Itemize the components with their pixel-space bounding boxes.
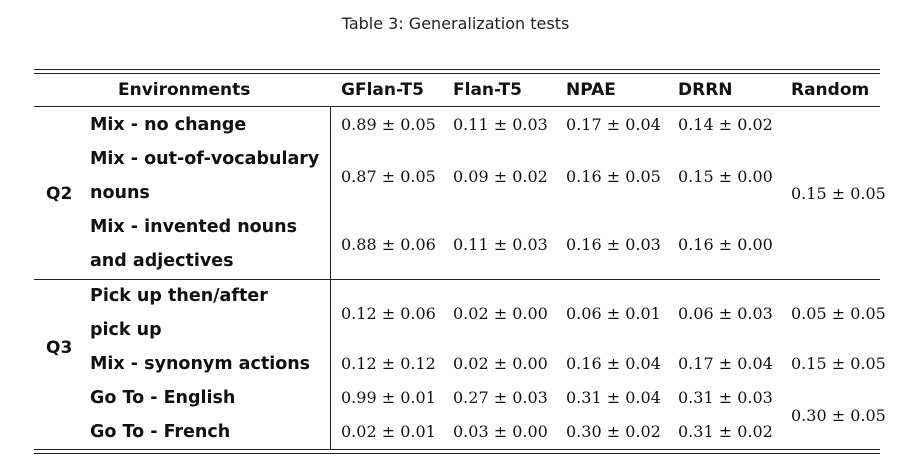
cell-drrn: 0.17 ± 0.04 — [678, 354, 773, 373]
row-env-line: and adjectives — [90, 251, 234, 271]
cell-npae: 0.30 ± 0.02 — [566, 422, 661, 441]
cell-random-goto-merged: 0.30 ± 0.05 — [791, 406, 886, 425]
row-env-line: Mix - synonym actions — [90, 354, 311, 374]
cell-npae: 0.16 ± 0.03 — [566, 235, 661, 254]
bottom-rule — [34, 449, 880, 450]
cell-flan-t5: 0.11 ± 0.03 — [453, 235, 548, 254]
cell-gflan-t5: 0.02 ± 0.01 — [341, 422, 436, 441]
cell-random: 0.15 ± 0.05 — [791, 354, 886, 373]
cell-flan-t5: 0.09 ± 0.02 — [453, 167, 548, 186]
cell-flan-t5: 0.27 ± 0.03 — [453, 388, 548, 407]
row-env-line: Go To - French — [90, 422, 231, 442]
cell-npae: 0.06 ± 0.01 — [566, 304, 661, 323]
header-npae: NPAE — [566, 80, 616, 100]
cell-npae: 0.31 ± 0.04 — [566, 388, 661, 407]
cell-random-q2-merged: 0.15 ± 0.05 — [791, 184, 886, 203]
cell-gflan-t5: 0.12 ± 0.12 — [341, 354, 436, 373]
row-env-line: Mix - invented nouns — [90, 217, 298, 237]
cell-gflan-t5: 0.87 ± 0.05 — [341, 167, 436, 186]
table-caption: Table 3: Generalization tests — [341, 14, 570, 33]
cell-gflan-t5: 0.88 ± 0.06 — [341, 235, 436, 254]
cell-flan-t5: 0.02 ± 0.00 — [453, 304, 548, 323]
row-env-line: nouns — [90, 183, 150, 203]
cell-npae: 0.16 ± 0.04 — [566, 354, 661, 373]
cell-random: 0.05 ± 0.05 — [791, 304, 886, 323]
row-env-line: Mix - no change — [90, 115, 247, 135]
top-rule — [34, 69, 880, 70]
cell-npae: 0.16 ± 0.05 — [566, 167, 661, 186]
cell-flan-t5: 0.02 ± 0.00 — [453, 354, 548, 373]
header-random: Random — [791, 80, 870, 100]
group-label-q3: Q3 — [46, 338, 73, 358]
row-env-line: pick up — [90, 320, 162, 340]
cell-drrn: 0.15 ± 0.00 — [678, 167, 773, 186]
cell-npae: 0.17 ± 0.04 — [566, 115, 661, 134]
cell-drrn: 0.14 ± 0.02 — [678, 115, 773, 134]
header-drrn: DRRN — [678, 80, 733, 100]
cell-drrn: 0.06 ± 0.03 — [678, 304, 773, 323]
header-environments: Environments — [118, 80, 251, 100]
cell-gflan-t5: 0.12 ± 0.06 — [341, 304, 436, 323]
row-env-line: Pick up then/after — [90, 286, 268, 306]
group-label-q2: Q2 — [46, 184, 73, 204]
cell-flan-t5: 0.11 ± 0.03 — [453, 115, 548, 134]
bottom-rule-inner — [34, 453, 880, 454]
header-rule — [34, 106, 880, 107]
row-env-line: Mix - out-of-vocabulary — [90, 149, 320, 169]
header-flan-t5: Flan-T5 — [453, 80, 522, 100]
cell-gflan-t5: 0.99 ± 0.01 — [341, 388, 436, 407]
row-env-line: Go To - English — [90, 388, 236, 408]
column-separator — [330, 106, 331, 450]
cell-gflan-t5: 0.89 ± 0.05 — [341, 115, 436, 134]
cell-drrn: 0.31 ± 0.02 — [678, 422, 773, 441]
group-divider — [34, 279, 880, 280]
cell-flan-t5: 0.03 ± 0.00 — [453, 422, 548, 441]
cell-drrn: 0.31 ± 0.03 — [678, 388, 773, 407]
cell-drrn: 0.16 ± 0.00 — [678, 235, 773, 254]
header-gflan-t5: GFlan-T5 — [341, 80, 424, 100]
top-rule-inner — [34, 73, 880, 74]
